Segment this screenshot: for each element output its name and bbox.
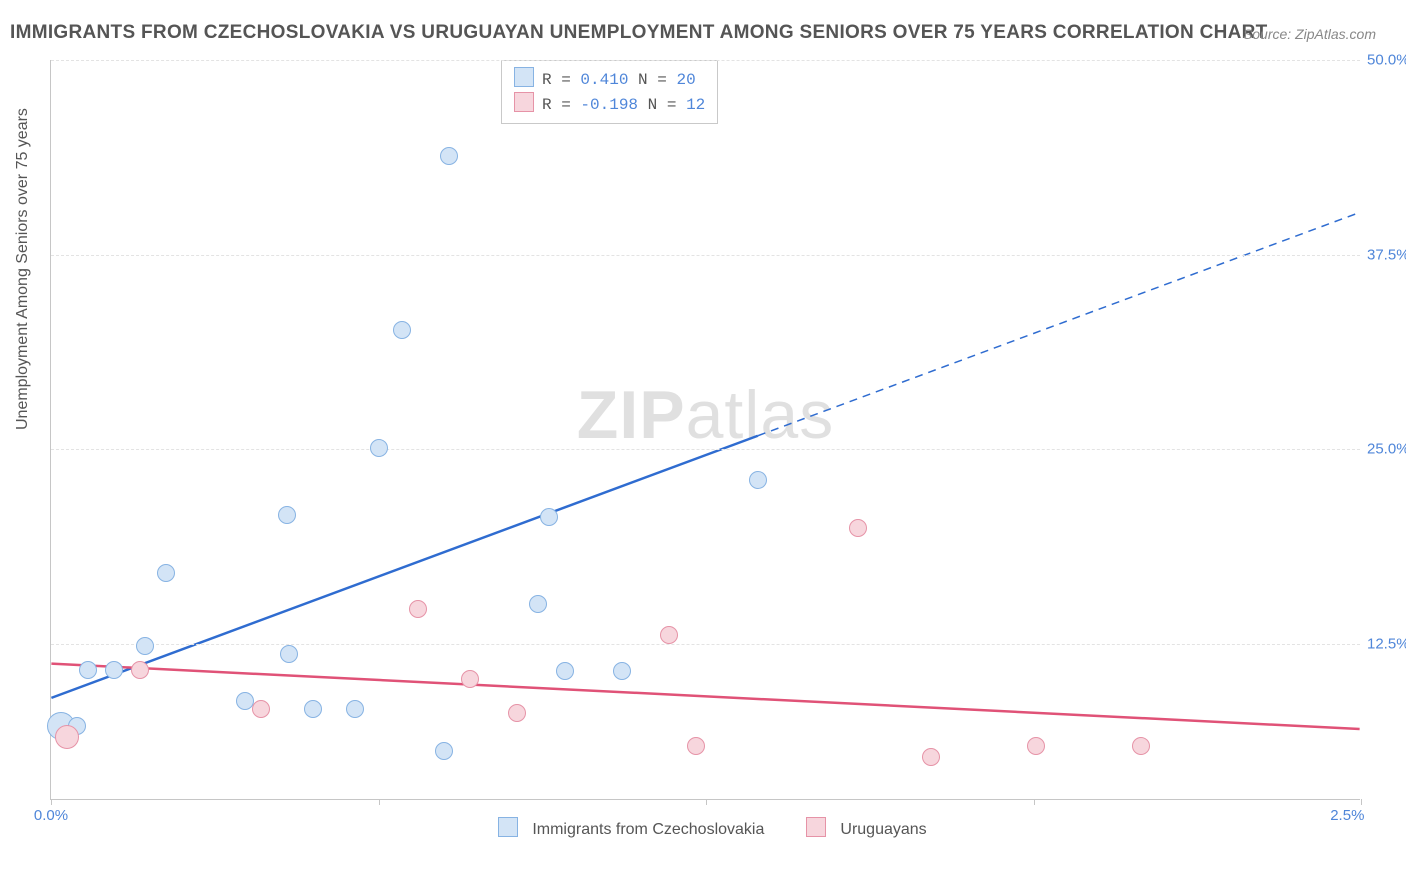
x-tick-mark	[706, 799, 707, 805]
data-point	[252, 700, 270, 718]
legend-series: Immigrants from Czechoslovakia Uruguayans	[51, 817, 1360, 839]
data-point	[540, 508, 558, 526]
data-point	[508, 704, 526, 722]
y-tick-label: 37.5%	[1367, 246, 1406, 263]
legend-swatch	[498, 817, 518, 837]
legend-swatch	[806, 817, 826, 837]
gridline	[51, 449, 1360, 450]
data-point	[131, 661, 149, 679]
data-point	[461, 670, 479, 688]
data-point	[136, 637, 154, 655]
data-point	[79, 661, 97, 679]
data-point	[393, 321, 411, 339]
legend-correlation: R = 0.410 N = 20R = -0.198 N = 12	[501, 60, 718, 124]
trend-lines	[51, 60, 1360, 799]
x-tick-label: 0.0%	[34, 807, 68, 824]
legend-item: Uruguayans	[792, 821, 926, 838]
data-point	[687, 737, 705, 755]
data-point	[1027, 737, 1045, 755]
x-tick-mark	[51, 799, 52, 805]
gridline	[51, 60, 1360, 61]
x-tick-mark	[379, 799, 380, 805]
legend-row: R = -0.198 N = 12	[514, 92, 705, 117]
data-point	[280, 645, 298, 663]
data-point	[278, 506, 296, 524]
data-point	[55, 725, 79, 749]
data-point	[613, 662, 631, 680]
legend-swatch	[514, 92, 534, 112]
x-tick-mark	[1361, 799, 1362, 805]
gridline	[51, 644, 1360, 645]
x-tick-label: 2.5%	[1330, 807, 1364, 824]
data-point	[370, 439, 388, 457]
data-point	[660, 626, 678, 644]
legend-row: R = 0.410 N = 20	[514, 67, 705, 92]
data-point	[105, 661, 123, 679]
y-tick-label: 50.0%	[1367, 52, 1406, 69]
data-point	[749, 471, 767, 489]
data-point	[157, 564, 175, 582]
legend-swatch	[514, 67, 534, 87]
gridline	[51, 255, 1360, 256]
data-point	[304, 700, 322, 718]
y-tick-label: 25.0%	[1367, 441, 1406, 458]
source-label: Source: ZipAtlas.com	[1243, 26, 1376, 42]
data-point	[409, 600, 427, 618]
data-point	[440, 147, 458, 165]
data-point	[529, 595, 547, 613]
x-tick-mark	[1034, 799, 1035, 805]
plot-area: ZIPatlas R = 0.410 N = 20R = -0.198 N = …	[50, 60, 1360, 800]
y-tick-label: 12.5%	[1367, 636, 1406, 653]
legend-item: Immigrants from Czechoslovakia	[484, 821, 764, 838]
y-axis-label: Unemployment Among Seniors over 75 years	[14, 108, 32, 430]
data-point	[556, 662, 574, 680]
data-point	[435, 742, 453, 760]
data-point	[1132, 737, 1150, 755]
chart-title: IMMIGRANTS FROM CZECHOSLOVAKIA VS URUGUA…	[10, 22, 1268, 44]
data-point	[346, 700, 364, 718]
data-point	[922, 748, 940, 766]
data-point	[849, 519, 867, 537]
